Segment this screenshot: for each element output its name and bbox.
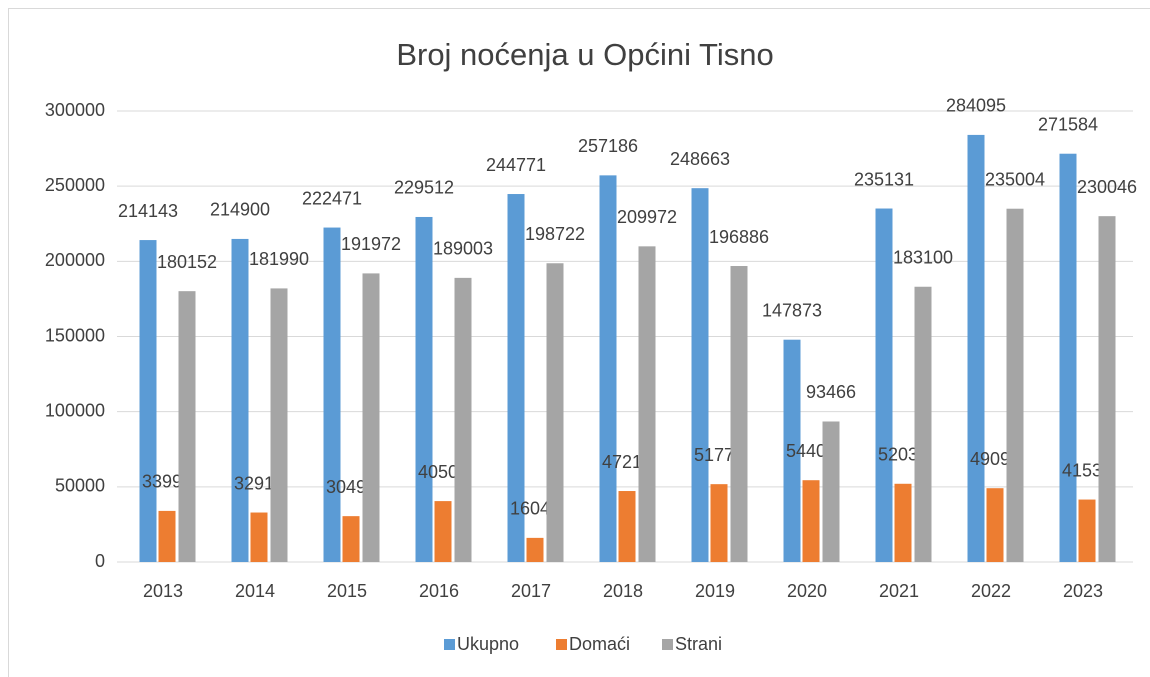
bar <box>1078 499 1096 562</box>
legend-label: Domaći <box>569 634 630 654</box>
y-tick-label: 150000 <box>45 325 105 345</box>
bar <box>362 273 380 562</box>
data-label: 230046 <box>1077 177 1137 197</box>
x-tick-label: 2014 <box>235 581 275 601</box>
data-label: 257186 <box>578 136 638 156</box>
data-label: 284095 <box>946 96 1006 116</box>
bar <box>250 512 268 562</box>
bar <box>730 266 748 562</box>
bar <box>638 246 656 562</box>
legend-swatch <box>444 639 455 650</box>
y-tick-label: 100000 <box>45 400 105 420</box>
bar <box>691 188 709 562</box>
y-tick-label: 0 <box>95 551 105 571</box>
data-label: 196886 <box>709 227 769 247</box>
bar <box>822 421 840 562</box>
data-label: 244771 <box>486 155 546 175</box>
data-label: 181990 <box>249 249 309 269</box>
bar <box>802 480 820 562</box>
y-tick-label: 250000 <box>45 175 105 195</box>
y-tick-label: 50000 <box>55 476 105 496</box>
bar <box>875 208 893 563</box>
bar <box>546 263 564 562</box>
x-tick-label: 2018 <box>603 581 643 601</box>
legend-label: Ukupno <box>457 634 519 654</box>
data-label: 147873 <box>762 300 822 320</box>
bar <box>967 134 985 562</box>
bar <box>599 175 617 562</box>
legend-label: Strani <box>675 634 722 654</box>
bar <box>914 286 932 562</box>
x-tick-label: 2019 <box>695 581 735 601</box>
data-label: 214900 <box>210 200 270 220</box>
bar <box>526 537 544 562</box>
x-tick-label: 2016 <box>419 581 459 601</box>
data-label: 235131 <box>854 169 914 189</box>
bar <box>894 483 912 562</box>
y-tick-label: 200000 <box>45 250 105 270</box>
bar <box>1098 216 1116 562</box>
data-label: 214143 <box>118 201 178 221</box>
data-label: 180152 <box>157 252 217 272</box>
bar <box>710 484 728 562</box>
bar <box>783 339 801 562</box>
chart-title: Broj noćenja u Općini Tisno <box>396 37 773 72</box>
bar <box>139 240 157 562</box>
bar <box>415 216 433 562</box>
legend-swatch <box>556 639 567 650</box>
bar <box>342 516 360 562</box>
x-tick-label: 2017 <box>511 581 551 601</box>
x-tick-label: 2023 <box>1063 581 1103 601</box>
bar <box>434 501 452 562</box>
bar <box>158 510 176 562</box>
bar <box>323 227 341 562</box>
data-label: 198722 <box>525 224 585 244</box>
x-tick-label: 2020 <box>787 581 827 601</box>
data-label: 235004 <box>985 169 1045 189</box>
data-label: 93466 <box>806 382 856 402</box>
bar <box>507 194 525 563</box>
x-tick-label: 2015 <box>327 581 367 601</box>
bar <box>1059 153 1077 562</box>
data-label: 229512 <box>394 178 454 198</box>
bar <box>231 238 249 563</box>
x-tick-label: 2021 <box>879 581 919 601</box>
bar <box>454 277 472 562</box>
legend-swatch <box>662 639 673 650</box>
bar <box>1006 208 1024 563</box>
data-label: 248663 <box>670 149 730 169</box>
bar <box>618 491 636 562</box>
data-label: 189003 <box>433 239 493 259</box>
bar <box>178 291 196 562</box>
chart-border <box>8 8 1150 677</box>
x-tick-label: 2022 <box>971 581 1011 601</box>
y-tick-label: 300000 <box>45 100 105 120</box>
data-label: 271584 <box>1038 114 1098 134</box>
data-label: 209972 <box>617 207 677 227</box>
data-label: 183100 <box>893 247 953 267</box>
bar <box>270 288 288 562</box>
data-label: 191972 <box>341 234 401 254</box>
data-label: 222471 <box>302 188 362 208</box>
x-tick-label: 2013 <box>143 581 183 601</box>
bar <box>986 488 1004 562</box>
